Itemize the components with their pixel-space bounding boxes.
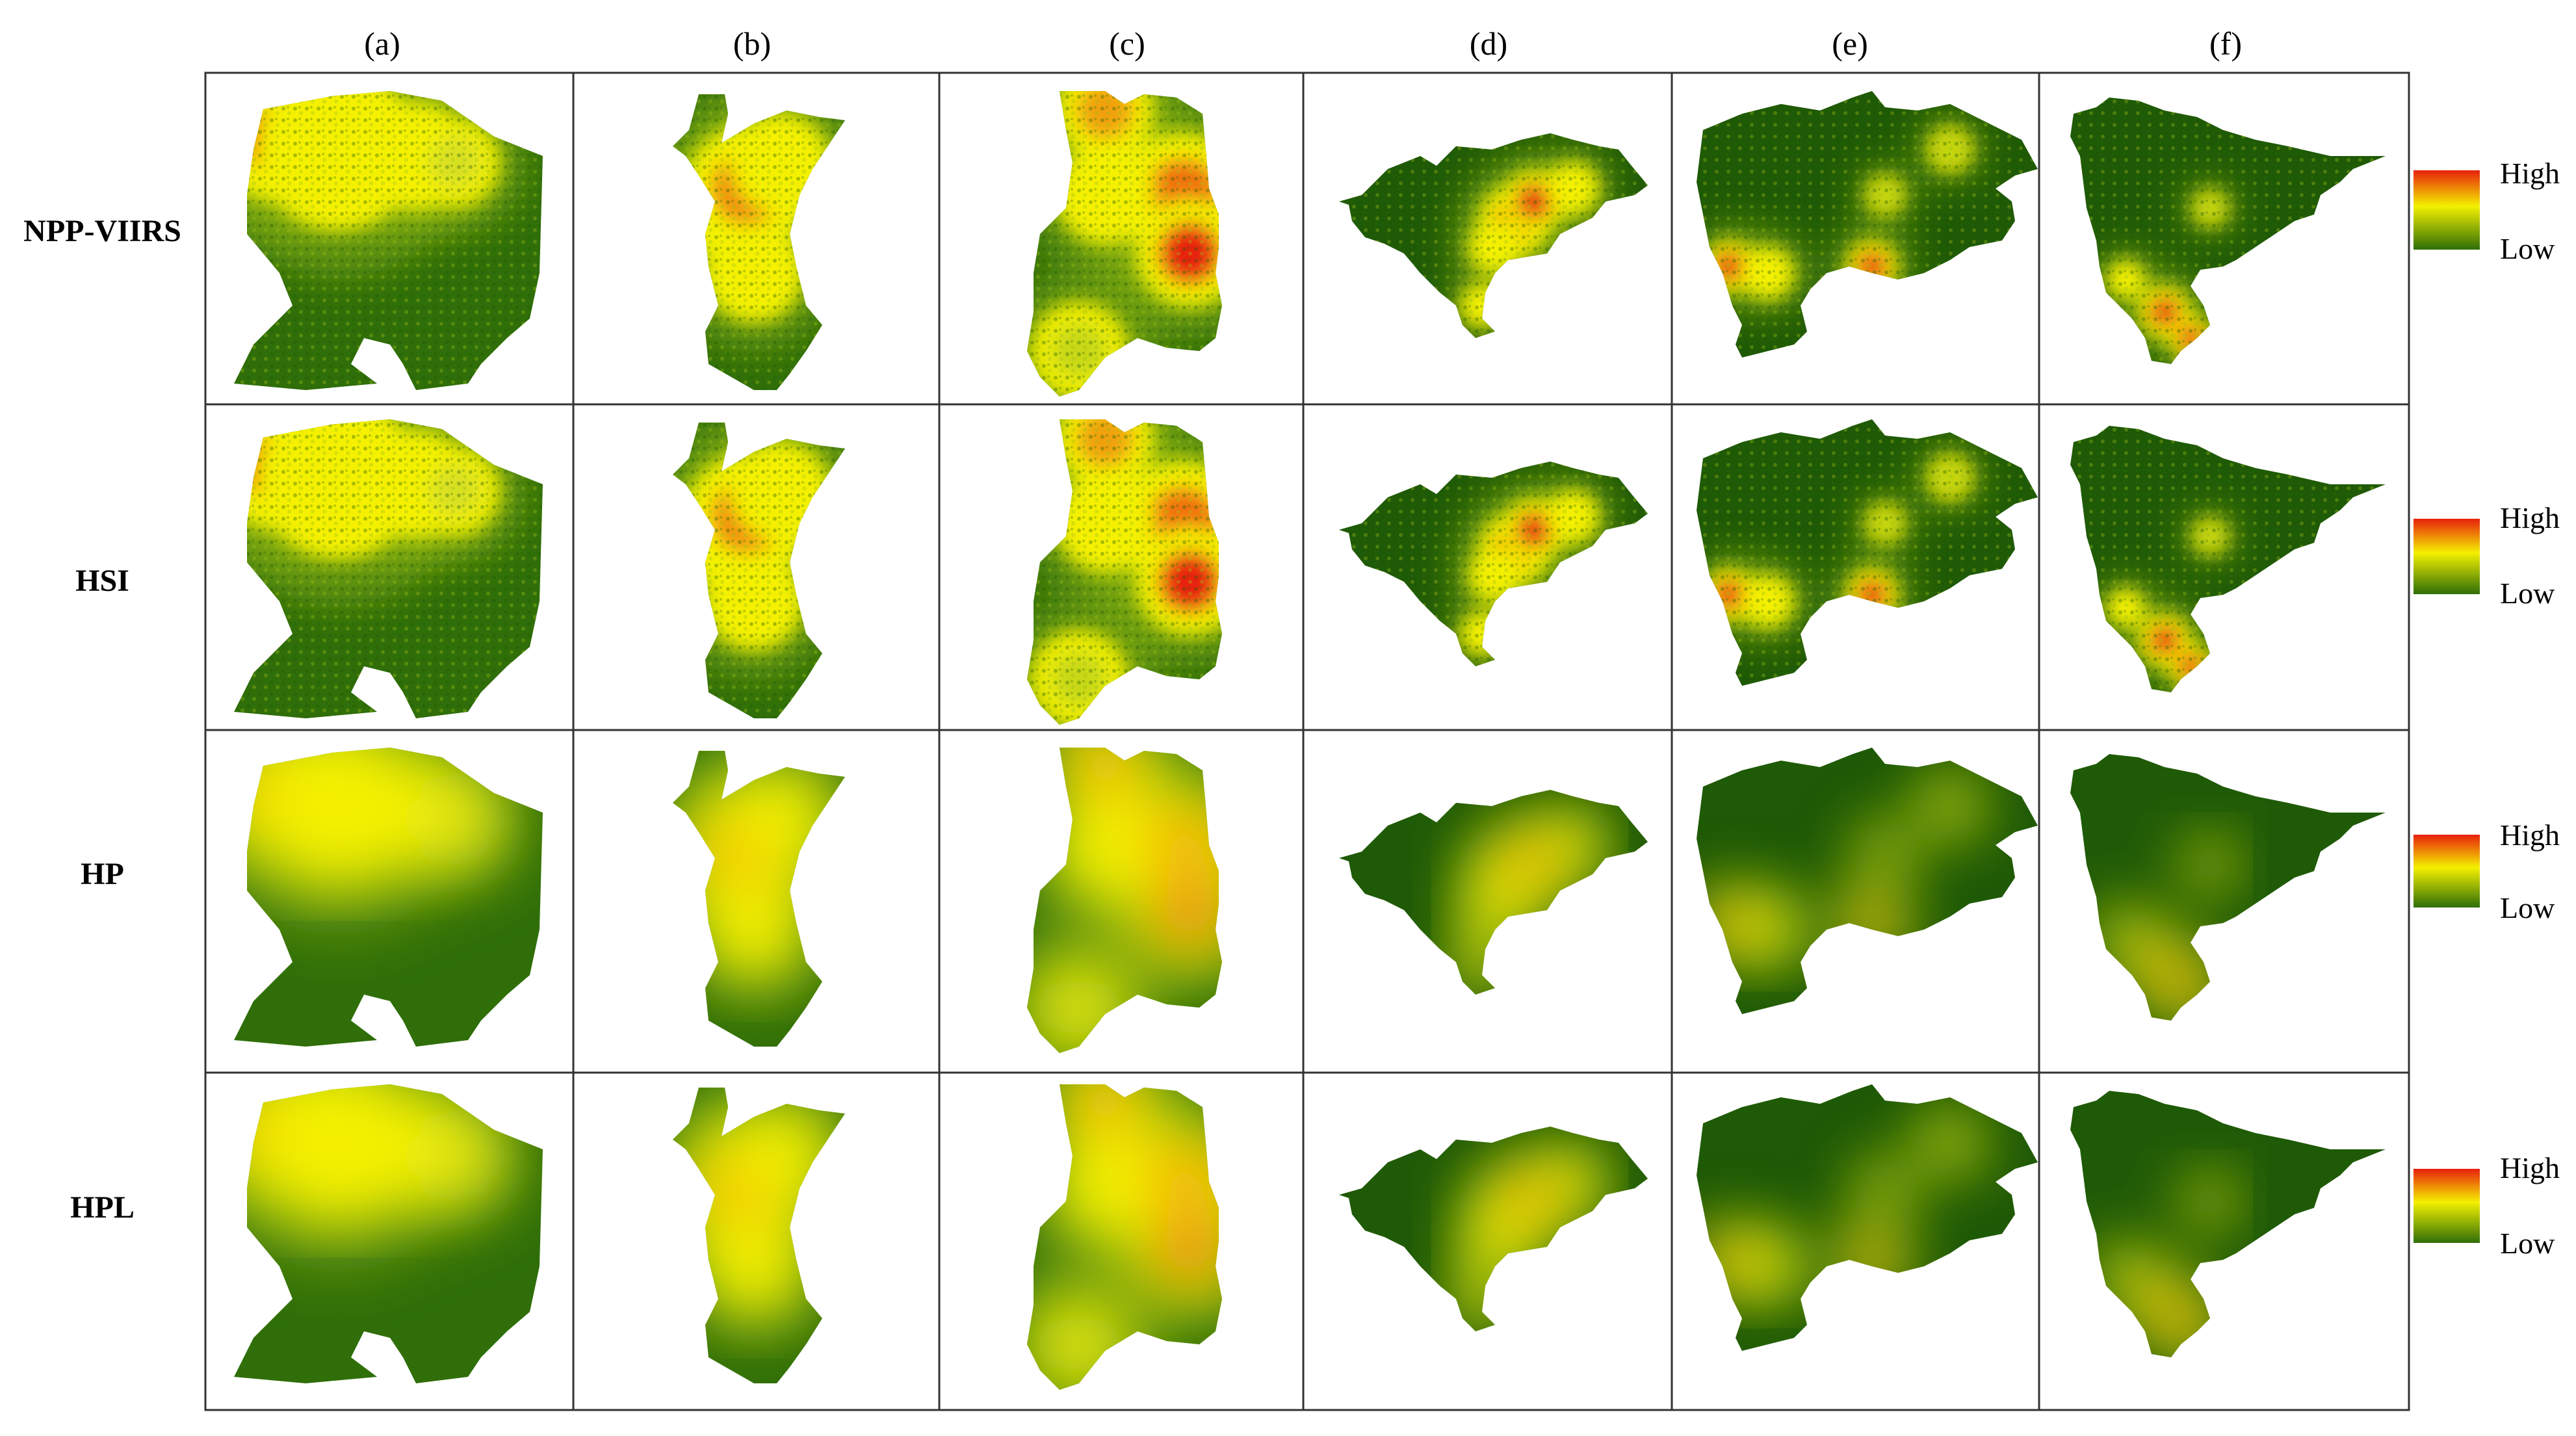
- legend-high-hsi: High: [2500, 501, 2560, 534]
- legend-low-npp-viirs: Low: [2500, 232, 2555, 265]
- map-npp-viirs-c: [1027, 91, 1222, 397]
- column-label-f: (f): [2209, 25, 2242, 62]
- map-hpl-a: [234, 1084, 543, 1383]
- map-hpl-c: [1027, 1084, 1222, 1390]
- legends: [2413, 170, 2480, 1243]
- legend-high-hpl: High: [2500, 1151, 2560, 1184]
- row-label-hpl: HPL: [70, 1190, 135, 1225]
- legend-colorbar-hp: [2413, 835, 2480, 907]
- column-label-a: (a): [364, 25, 400, 62]
- map-npp-viirs-a: [234, 91, 543, 390]
- legend-colorbar-hpl: [2413, 1169, 2480, 1243]
- row-label-hp: HP: [81, 857, 124, 891]
- legend-low-hp: Low: [2500, 891, 2555, 924]
- legend-high-hp: High: [2500, 818, 2560, 852]
- legend-low-hpl: Low: [2500, 1227, 2555, 1260]
- row-label-npp-viirs: NPP-VIIRS: [23, 214, 181, 248]
- row-label-hsi: HSI: [75, 564, 129, 598]
- column-label-e: (e): [1832, 25, 1868, 62]
- legend-low-hsi: Low: [2500, 577, 2555, 610]
- column-label-b: (b): [733, 25, 772, 62]
- column-label-d: (d): [1469, 25, 1508, 62]
- legend-colorbar-hsi: [2413, 519, 2480, 594]
- legend-high-npp-viirs: High: [2500, 157, 2560, 190]
- column-label-c: (c): [1109, 25, 1145, 62]
- legend-colorbar-npp-viirs: [2413, 170, 2480, 250]
- grid-frame: [204, 72, 2410, 1411]
